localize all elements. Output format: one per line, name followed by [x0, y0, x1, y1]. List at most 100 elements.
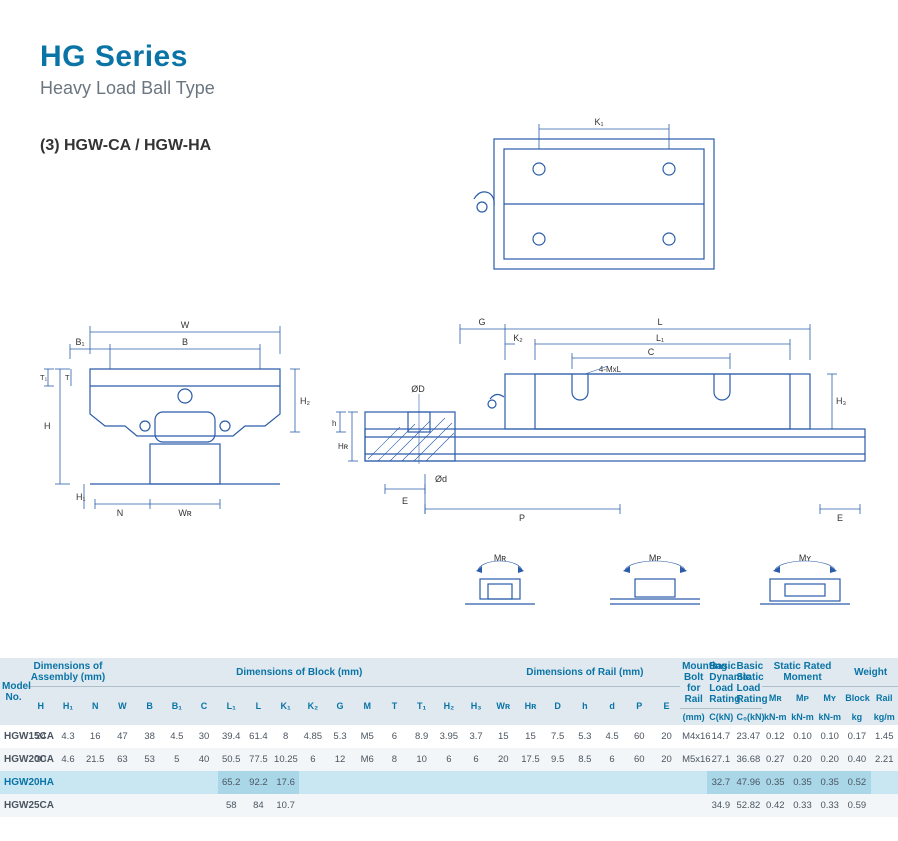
cell: 20 — [653, 725, 680, 748]
cell: 36.68 — [734, 748, 761, 771]
cell: 0.20 — [816, 748, 843, 771]
th: Rail — [871, 687, 898, 709]
svg-text:T: T — [65, 373, 70, 382]
cell: 8.5 — [571, 748, 598, 771]
svg-text:H₃: H₃ — [836, 396, 846, 406]
cell: 63 — [109, 748, 136, 771]
svg-text:h: h — [332, 419, 336, 428]
cell: 4.5 — [163, 725, 190, 748]
th: K₁ — [272, 687, 299, 726]
cell: 0.20 — [789, 748, 816, 771]
cell: 6 — [435, 748, 462, 771]
cell: 65.2 — [218, 771, 245, 794]
th: (mm) — [680, 709, 707, 726]
cell: 4.85 — [299, 725, 326, 748]
cell — [136, 794, 163, 817]
th: L₁ — [218, 687, 245, 726]
cell — [190, 794, 217, 817]
cell: 10 — [408, 748, 435, 771]
th: H₁ — [54, 687, 81, 726]
th: Mᴘ — [789, 687, 816, 709]
th: Model No. — [0, 658, 27, 725]
svg-text:E: E — [837, 513, 843, 523]
cell — [571, 794, 598, 817]
cell: 9.5 — [544, 748, 571, 771]
th: C(kN) — [707, 709, 734, 726]
th: H₂ — [435, 687, 462, 726]
cell — [354, 794, 381, 817]
section-title: (3) HGW-CA / HGW-HA — [40, 137, 320, 155]
cell — [462, 794, 489, 817]
cell: 7.5 — [544, 725, 571, 748]
cell: 8.9 — [408, 725, 435, 748]
cell — [109, 794, 136, 817]
th: kg/m — [871, 709, 898, 726]
cell — [490, 794, 517, 817]
cell: 0.52 — [843, 771, 870, 794]
cell: 10.25 — [272, 748, 299, 771]
cell: 40 — [190, 748, 217, 771]
cell: 4.3 — [54, 725, 81, 748]
svg-text:P: P — [519, 513, 525, 523]
cell: 14.7 — [707, 725, 734, 748]
th: Mounting Bolt for Rail — [680, 658, 707, 709]
svg-text:H₁: H₁ — [76, 492, 86, 502]
th: C₀(kN) — [734, 709, 761, 726]
th: Mʏ — [816, 687, 843, 709]
cell — [626, 794, 653, 817]
th: G — [326, 687, 353, 726]
cell — [626, 771, 653, 794]
cell — [408, 771, 435, 794]
th: P — [626, 687, 653, 726]
svg-text:L: L — [657, 317, 662, 327]
th: Basic Static Load Rating — [734, 658, 761, 709]
label-k1: K₁ — [594, 117, 603, 127]
th: kN-m — [816, 709, 843, 726]
th: T — [381, 687, 408, 726]
cell — [299, 794, 326, 817]
svg-text:E: E — [402, 496, 408, 506]
svg-text:Wʀ: Wʀ — [178, 508, 191, 518]
th: Dimensions of Rail (mm) — [490, 658, 680, 687]
cell: 20 — [653, 748, 680, 771]
cell: 0.35 — [816, 771, 843, 794]
svg-text:Mʀ: Mʀ — [494, 553, 506, 563]
th: Wʀ — [490, 687, 517, 726]
svg-text:G: G — [478, 317, 485, 327]
cell — [571, 771, 598, 794]
cell — [462, 771, 489, 794]
th: h — [571, 687, 598, 726]
cell: 0.17 — [843, 725, 870, 748]
svg-text:ØD: ØD — [411, 384, 425, 394]
cell — [871, 794, 898, 817]
th: kN-m — [762, 709, 789, 726]
th: B₁ — [163, 687, 190, 726]
svg-text:W: W — [181, 320, 190, 330]
cell: 0.35 — [789, 771, 816, 794]
cell: 4.6 — [54, 748, 81, 771]
svg-text:K₂: K₂ — [513, 333, 523, 343]
cell: 17.6 — [272, 771, 299, 794]
cell: M6 — [354, 748, 381, 771]
th: H₃ — [462, 687, 489, 726]
svg-text:4-MxL: 4-MxL — [599, 365, 622, 374]
cell: 0.12 — [762, 725, 789, 748]
cell: 27.1 — [707, 748, 734, 771]
cell: 38 — [136, 725, 163, 748]
cell: 0.40 — [843, 748, 870, 771]
cell — [54, 771, 81, 794]
cell — [598, 771, 625, 794]
cell: 8 — [272, 725, 299, 748]
cell — [190, 771, 217, 794]
th: Dimensions of Assembly (mm) — [27, 658, 109, 687]
cell: M5 — [354, 725, 381, 748]
svg-text:C: C — [648, 347, 655, 357]
cell — [680, 771, 707, 794]
cell — [544, 794, 571, 817]
th: H — [27, 687, 54, 726]
th: B — [136, 687, 163, 726]
cell: 0.33 — [816, 794, 843, 817]
cell: 0.33 — [789, 794, 816, 817]
cell: 0.35 — [762, 771, 789, 794]
spec-table: Model No.Dimensions of Assembly (mm) Dime… — [0, 658, 898, 817]
